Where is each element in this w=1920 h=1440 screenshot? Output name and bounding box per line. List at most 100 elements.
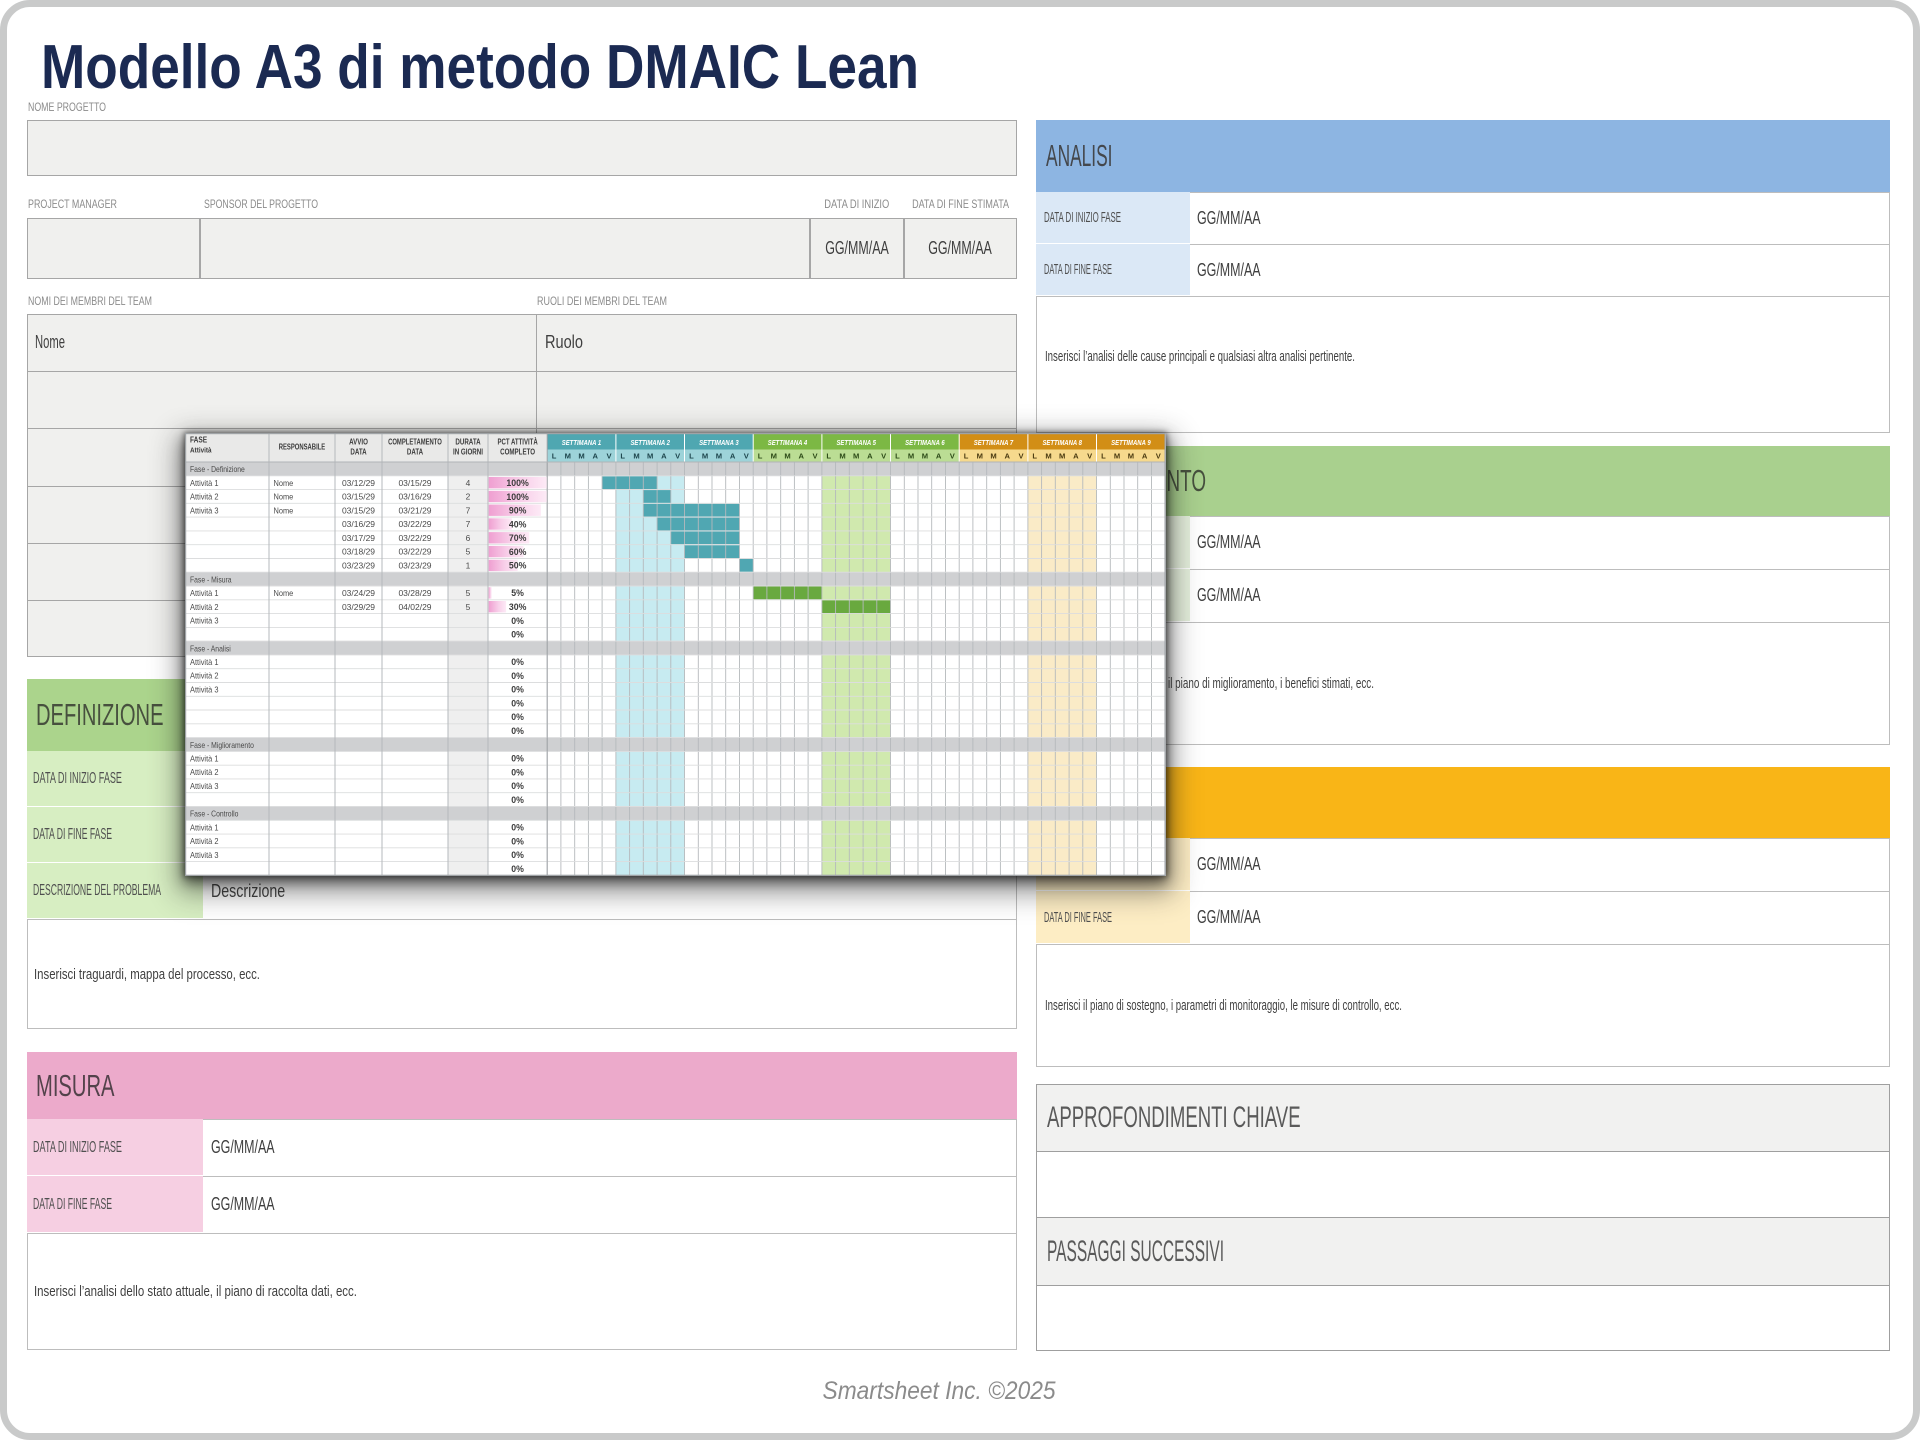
- svg-text:IN GIORNI: IN GIORNI: [453, 448, 483, 457]
- svg-text:M: M: [1059, 452, 1065, 461]
- svg-text:Attività: Attività: [190, 446, 212, 455]
- svg-text:7: 7: [466, 505, 471, 515]
- svg-text:A: A: [730, 452, 736, 461]
- svg-text:Attività 1: Attività 1: [190, 822, 219, 832]
- svg-text:0%: 0%: [511, 767, 524, 777]
- svg-text:SETTIMANA 2: SETTIMANA 2: [630, 438, 669, 447]
- svg-text:SETTIMANA 9: SETTIMANA 9: [1111, 438, 1150, 447]
- svg-text:90%: 90%: [509, 506, 527, 516]
- svg-text:100%: 100%: [506, 492, 529, 502]
- svg-text:A: A: [593, 452, 599, 461]
- svg-text:M: M: [702, 452, 708, 461]
- svg-text:Attività 1: Attività 1: [190, 588, 219, 598]
- svg-text:5: 5: [466, 547, 471, 557]
- svg-text:SETTIMANA 8: SETTIMANA 8: [1042, 438, 1081, 447]
- svg-text:V: V: [812, 452, 817, 461]
- svg-text:03/12/29: 03/12/29: [342, 478, 375, 488]
- svg-text:M: M: [771, 452, 777, 461]
- svg-text:0%: 0%: [511, 781, 524, 791]
- svg-text:50%: 50%: [509, 561, 527, 571]
- svg-text:03/18/29: 03/18/29: [342, 547, 375, 557]
- svg-text:M: M: [853, 452, 859, 461]
- svg-text:DATA: DATA: [350, 448, 367, 457]
- svg-text:SETTIMANA 7: SETTIMANA 7: [974, 438, 1014, 447]
- svg-text:Attività 2: Attività 2: [190, 767, 219, 777]
- svg-text:M: M: [990, 452, 996, 461]
- svg-text:Nome: Nome: [273, 478, 293, 488]
- svg-text:COMPLETAMENTO: COMPLETAMENTO: [388, 438, 442, 447]
- svg-text:Attività 2: Attività 2: [190, 492, 219, 502]
- svg-text:6: 6: [466, 533, 471, 543]
- svg-text:L: L: [758, 452, 763, 461]
- svg-text:03/17/29: 03/17/29: [342, 533, 375, 543]
- svg-text:M: M: [839, 452, 845, 461]
- svg-text:Fase - Misura: Fase - Misura: [190, 574, 232, 584]
- svg-text:5: 5: [466, 588, 471, 598]
- svg-text:SETTIMANA 6: SETTIMANA 6: [905, 438, 945, 447]
- svg-text:0%: 0%: [511, 657, 524, 667]
- svg-text:M: M: [578, 452, 584, 461]
- svg-text:0%: 0%: [511, 850, 524, 860]
- svg-text:03/15/29: 03/15/29: [342, 505, 375, 515]
- svg-text:SETTIMANA 4: SETTIMANA 4: [768, 438, 807, 447]
- svg-text:AVVIO: AVVIO: [349, 438, 368, 447]
- svg-text:SETTIMANA 1: SETTIMANA 1: [562, 438, 601, 447]
- svg-text:0%: 0%: [511, 630, 524, 640]
- svg-text:Attività 1: Attività 1: [190, 478, 219, 488]
- svg-text:Attività 2: Attività 2: [190, 671, 219, 681]
- svg-text:V: V: [744, 452, 749, 461]
- svg-text:V: V: [606, 452, 611, 461]
- svg-text:Fase - Miglioramento: Fase - Miglioramento: [190, 740, 254, 750]
- svg-text:Attività 3: Attività 3: [190, 616, 219, 626]
- svg-text:03/23/29: 03/23/29: [398, 561, 431, 571]
- svg-text:M: M: [565, 452, 571, 461]
- svg-text:5%: 5%: [511, 588, 524, 598]
- svg-text:Attività 1: Attività 1: [190, 657, 219, 667]
- svg-text:0%: 0%: [511, 671, 524, 681]
- svg-text:COMPLETO: COMPLETO: [500, 448, 535, 457]
- svg-text:A: A: [867, 452, 873, 461]
- svg-text:M: M: [908, 452, 914, 461]
- svg-text:A: A: [1073, 452, 1079, 461]
- svg-text:03/22/29: 03/22/29: [398, 519, 431, 529]
- svg-text:Attività 3: Attività 3: [190, 850, 219, 860]
- svg-text:04/02/29: 04/02/29: [398, 602, 431, 612]
- svg-text:03/24/29: 03/24/29: [342, 588, 375, 598]
- svg-text:0%: 0%: [511, 726, 524, 736]
- svg-text:L: L: [895, 452, 900, 461]
- svg-text:40%: 40%: [509, 519, 527, 529]
- svg-text:5: 5: [466, 602, 471, 612]
- svg-text:Attività 2: Attività 2: [190, 602, 219, 612]
- svg-text:Attività 3: Attività 3: [190, 505, 219, 515]
- svg-text:Nome: Nome: [273, 588, 293, 598]
- svg-text:03/22/29: 03/22/29: [398, 547, 431, 557]
- svg-text:M: M: [922, 452, 928, 461]
- svg-text:0%: 0%: [511, 698, 524, 708]
- svg-text:Nome: Nome: [273, 505, 293, 515]
- svg-text:2: 2: [466, 492, 471, 502]
- svg-text:L: L: [1032, 452, 1037, 461]
- svg-text:03/29/29: 03/29/29: [342, 602, 375, 612]
- svg-text:0%: 0%: [511, 754, 524, 764]
- svg-text:A: A: [661, 452, 667, 461]
- svg-text:A: A: [936, 452, 942, 461]
- svg-text:70%: 70%: [509, 533, 527, 543]
- svg-text:FASE: FASE: [190, 436, 207, 445]
- svg-text:03/28/29: 03/28/29: [398, 588, 431, 598]
- svg-text:Attività 3: Attività 3: [190, 781, 219, 791]
- svg-text:03/21/29: 03/21/29: [398, 505, 431, 515]
- svg-text:03/15/29: 03/15/29: [342, 492, 375, 502]
- svg-text:RESPONSABILE: RESPONSABILE: [279, 443, 325, 452]
- svg-text:A: A: [1142, 452, 1148, 461]
- svg-text:0%: 0%: [511, 822, 524, 832]
- svg-text:DATA: DATA: [407, 448, 424, 457]
- svg-text:M: M: [647, 452, 653, 461]
- svg-text:M: M: [1128, 452, 1134, 461]
- svg-text:SETTIMANA 5: SETTIMANA 5: [836, 438, 876, 447]
- svg-text:M: M: [977, 452, 983, 461]
- svg-text:Attività 3: Attività 3: [190, 684, 219, 694]
- svg-text:03/15/29: 03/15/29: [398, 478, 431, 488]
- svg-text:V: V: [1087, 452, 1092, 461]
- svg-text:Attività 2: Attività 2: [190, 836, 219, 846]
- svg-text:100%: 100%: [506, 478, 529, 488]
